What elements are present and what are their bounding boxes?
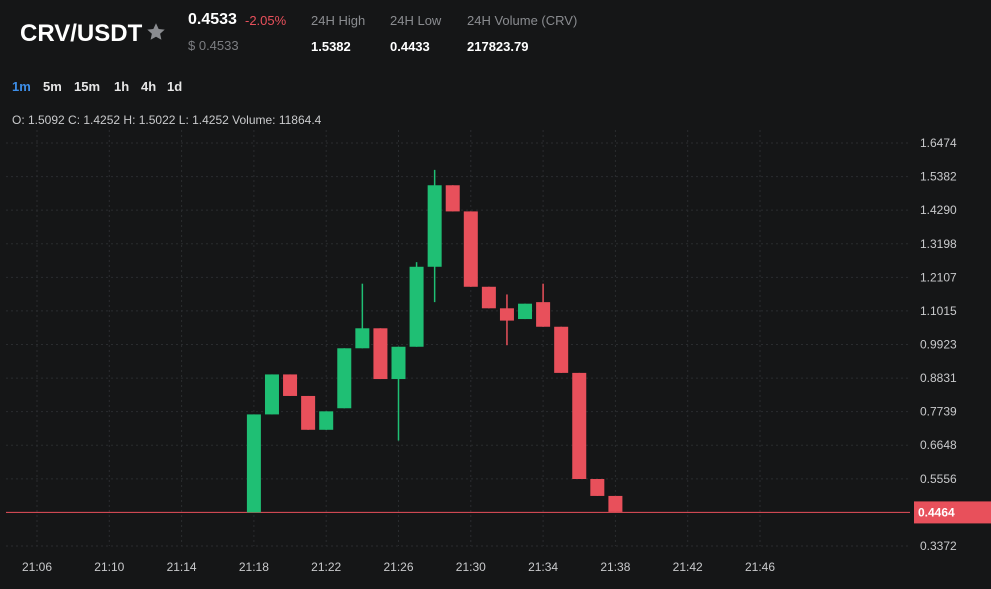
star-icon[interactable]: [145, 21, 167, 43]
y-tick-label: 0.5556: [920, 472, 957, 486]
candle-up: [319, 411, 334, 430]
candle-down: [373, 328, 388, 380]
candle-down: [283, 374, 298, 396]
market-header: CRV/USDT 0.4533 -2.05% $ 0.4533 24H High…: [0, 0, 991, 70]
candle-up: [427, 185, 442, 267]
candle-up: [264, 374, 279, 415]
y-tick-label: 1.5382: [920, 170, 957, 184]
interval-1h[interactable]: 1h: [114, 79, 130, 94]
y-tick-label: 1.6474: [920, 136, 957, 150]
x-tick-label: 21:42: [673, 560, 703, 574]
candle-down: [301, 395, 316, 430]
ohlc-legend: O: 1.5092 C: 1.4252 H: 1.5022 L: 1.4252 …: [12, 113, 322, 127]
current-price-tag: [914, 501, 991, 524]
y-tick-label: 1.1015: [920, 304, 957, 318]
x-tick-label: 21:38: [600, 560, 630, 574]
stat-label-24h-high: 24H High: [311, 13, 366, 28]
y-tick-label: 0.9923: [920, 338, 957, 352]
y-tick-label: 1.4290: [920, 203, 957, 217]
candle-down: [536, 302, 551, 327]
y-tick-label: 1.2107: [920, 270, 957, 284]
stat-value-24h-low: 0.4433: [390, 39, 430, 54]
interval-1d[interactable]: 1d: [167, 79, 183, 94]
stat-label-24h-volume: 24H Volume (CRV): [467, 13, 578, 28]
stat-value-24h-volume: 217823.79: [467, 39, 529, 54]
y-tick-label: 0.6648: [920, 438, 957, 452]
current-price-label: 0.4464: [918, 505, 955, 519]
interval-15m[interactable]: 15m: [74, 79, 101, 94]
candle-down: [481, 286, 496, 309]
candle-up: [409, 266, 424, 347]
usd-price: $ 0.4533: [188, 38, 239, 53]
y-tick-label: 1.3198: [920, 237, 957, 251]
candle-down: [572, 372, 587, 480]
candle-down: [463, 211, 478, 287]
x-tick-label: 21:22: [311, 560, 341, 574]
x-tick-label: 21:06: [22, 560, 52, 574]
interval-4h[interactable]: 4h: [141, 79, 157, 94]
interval-1m[interactable]: 1m: [12, 79, 31, 94]
x-tick-label: 21:34: [528, 560, 558, 574]
price-change: -2.05%: [245, 13, 287, 28]
y-tick-label: 0.8831: [920, 371, 957, 385]
x-tick-label: 21:18: [239, 560, 269, 574]
candle-up: [391, 346, 406, 380]
y-tick-label: 0.7739: [920, 405, 957, 419]
x-tick-label: 21:30: [456, 560, 486, 574]
stat-label-24h-low: 24H Low: [390, 13, 442, 28]
stat-value-24h-high: 1.5382: [311, 39, 351, 54]
x-tick-label: 21:14: [167, 560, 197, 574]
y-tick-label: 0.3372: [920, 539, 957, 553]
x-tick-label: 21:26: [383, 560, 413, 574]
candle-down: [499, 308, 514, 321]
x-tick-label: 21:10: [94, 560, 124, 574]
candle-down: [608, 495, 623, 512]
x-tick-label: 21:46: [745, 560, 775, 574]
candle-down: [554, 326, 569, 373]
candle-down: [445, 185, 460, 212]
pair-title: CRV/USDT: [20, 20, 143, 47]
candle-down: [590, 479, 605, 496]
interval-5m[interactable]: 5m: [43, 79, 62, 94]
candle-up: [337, 348, 352, 409]
candle-up: [355, 328, 370, 349]
last-price: 0.4533: [188, 11, 237, 28]
candle-up: [246, 414, 261, 513]
candle-up: [518, 303, 533, 320]
